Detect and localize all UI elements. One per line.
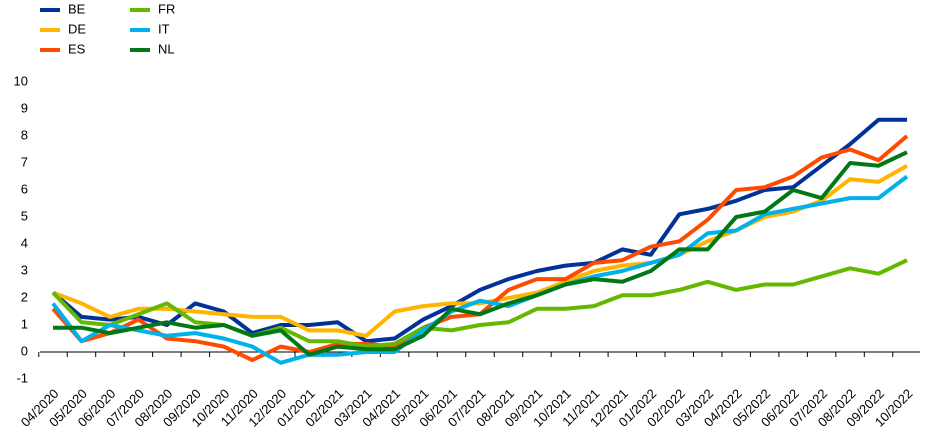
y-tick-label: 8 [21,127,28,142]
line [51,258,908,349]
y-tick-label: 6 [21,181,28,196]
y-tick-label: 3 [21,262,28,277]
legend-label: BE [68,1,86,16]
line [52,163,908,338]
line [51,117,907,344]
line [53,150,908,357]
legend-label: NL [158,41,175,56]
legend-label: IT [158,21,170,36]
y-tick-label: -1 [16,370,28,385]
y-tick-label: 5 [21,208,28,223]
legend-label: FR [158,1,175,16]
legend-label: ES [68,41,86,56]
y-tick-label: 4 [21,235,28,250]
y-tick-label: 10 [14,73,28,88]
legend-label: DE [68,21,86,36]
y-tick-label: 7 [21,154,28,169]
line [51,174,909,365]
y-tick-label: 0 [21,343,28,358]
y-tick-label: 2 [21,289,28,304]
y-tick-label: 1 [21,316,28,331]
y-tick-label: 9 [21,100,28,115]
